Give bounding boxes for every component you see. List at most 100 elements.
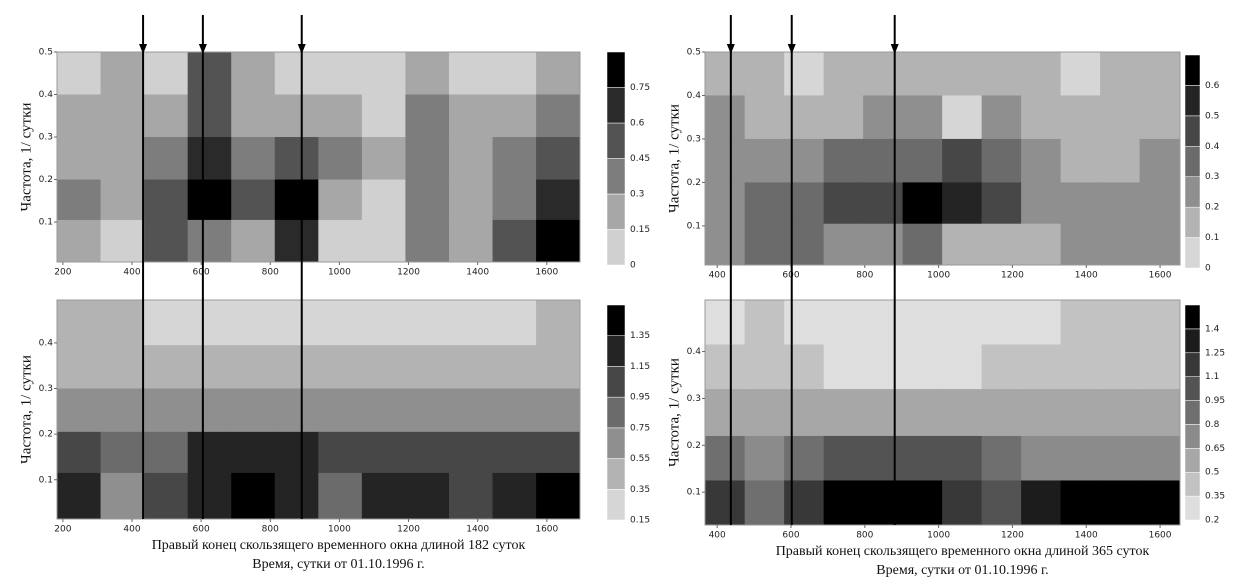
heatmap-cell [863, 182, 904, 225]
heatmap-cell [361, 345, 406, 390]
heatmap-cell [705, 300, 746, 346]
x-tick-label: 800 [262, 525, 279, 535]
heatmap-cell [361, 179, 406, 221]
heatmap-cells [705, 52, 1181, 266]
x-tick-label: 1400 [1075, 531, 1098, 541]
colorbar-band [606, 335, 626, 367]
heatmap-cell [744, 389, 785, 437]
heatmap-cell [902, 300, 943, 346]
y-tick-label: 0.1 [687, 221, 701, 231]
x-tick-label: 1200 [397, 268, 420, 278]
heatmap-cell [823, 52, 864, 96]
heatmap-cell [405, 431, 450, 474]
heatmap-cell [448, 388, 494, 433]
x-tick-label: 1600 [1149, 271, 1172, 281]
heatmap-cell [405, 94, 450, 138]
colorbar-label: 0.55 [630, 454, 650, 464]
heatmap-cell [100, 300, 145, 346]
heatmap-cell [492, 219, 537, 263]
colorbar-label: 1.25 [1205, 348, 1225, 358]
heatmap-cell [823, 389, 864, 437]
colorbar-label: 0.95 [630, 393, 650, 403]
heatmap-cell [448, 52, 494, 96]
heatmap-cell [744, 138, 785, 183]
heatmap-cell [492, 94, 537, 138]
heatmap-cell [823, 138, 864, 183]
colorbar-label: 0 [1205, 264, 1211, 274]
heatmap-cell [448, 219, 494, 263]
heatmap-cell [274, 388, 319, 433]
heatmap-cell [448, 94, 494, 138]
colorbar-label: 0.2 [1205, 516, 1219, 526]
heatmap-cell [536, 388, 581, 433]
y-tick-label: 0.2 [39, 175, 53, 185]
heatmap-cell [705, 52, 746, 96]
heatmap-cell [144, 52, 189, 96]
heatmap-cell [1060, 52, 1101, 96]
heatmap-cell [902, 435, 943, 481]
heatmap-cell [1100, 300, 1141, 346]
x-tick-label: 200 [54, 525, 71, 535]
x-tick-label: 800 [856, 271, 873, 281]
heatmap-cell [144, 94, 189, 138]
heatmap-cell [1060, 223, 1101, 266]
heatmap-cell [274, 179, 319, 221]
heatmap-cell [361, 219, 406, 263]
y-tick-label: 0.4 [39, 90, 54, 100]
heatmap-cell [231, 431, 276, 474]
y-axis-label: Частота, 1/ сутки [666, 358, 682, 467]
heatmap-cell [100, 431, 145, 474]
heatmap-cell [100, 137, 145, 181]
heatmap-cell [361, 431, 406, 474]
heatmap-cell [187, 345, 232, 390]
heatmap-cell [705, 223, 746, 266]
heatmap-cell [448, 345, 494, 390]
heatmap-cell [744, 435, 785, 481]
heatmap-cell [705, 182, 746, 225]
heatmap-cell [863, 138, 904, 183]
heatmap-cell [492, 137, 537, 181]
heatmap-cell [361, 52, 406, 96]
colorbar-band [1184, 176, 1201, 208]
marker-arrow [297, 44, 306, 54]
heatmap-cell [1021, 95, 1062, 140]
heatmap-cell [536, 472, 581, 520]
heatmap-cell [784, 389, 825, 437]
y-tick-label: 0.3 [687, 394, 701, 404]
heatmap-cell [942, 435, 983, 481]
heatmap-cell [981, 52, 1022, 96]
heatmap-cell [361, 472, 406, 520]
heatmap-cell [1100, 389, 1141, 437]
colorbar-band [606, 229, 626, 266]
heatmap-cell [1021, 435, 1062, 481]
heatmap-cell [187, 472, 232, 520]
heatmap-cell [942, 52, 983, 96]
colorbar-label: 0.95 [1205, 396, 1225, 406]
heatmap-cell [1139, 435, 1181, 481]
heatmap-cell [942, 223, 983, 266]
heatmap-cell [1139, 300, 1181, 346]
heatmap-cell [1139, 389, 1181, 437]
heatmap-cell [863, 435, 904, 481]
x-tick-label: 600 [193, 525, 210, 535]
heatmap-cell [187, 300, 232, 346]
x-tick-label: 800 [262, 268, 279, 278]
heatmap-cell [902, 344, 943, 390]
x-axis-label: Правый конец скользящего временного окна… [152, 538, 526, 553]
heatmap-cell [902, 480, 943, 526]
colorbar-band [1184, 54, 1201, 86]
heatmap-cell [144, 179, 189, 221]
heatmap-cell [902, 95, 943, 140]
heatmap-cell [784, 182, 825, 225]
heatmap-cell [492, 179, 537, 221]
heatmap-cell [57, 94, 102, 138]
colorbar-band [1184, 146, 1201, 177]
colorbar-band [1184, 115, 1201, 147]
heatmap-cell [187, 94, 232, 138]
x-tick-label: 1600 [535, 525, 558, 535]
colorbar-band [606, 489, 626, 521]
heatmap-cell [57, 52, 102, 96]
heatmap-cell [1021, 52, 1062, 96]
colorbar-label: 0.5 [1205, 111, 1219, 121]
heatmap-cell [981, 138, 1022, 183]
